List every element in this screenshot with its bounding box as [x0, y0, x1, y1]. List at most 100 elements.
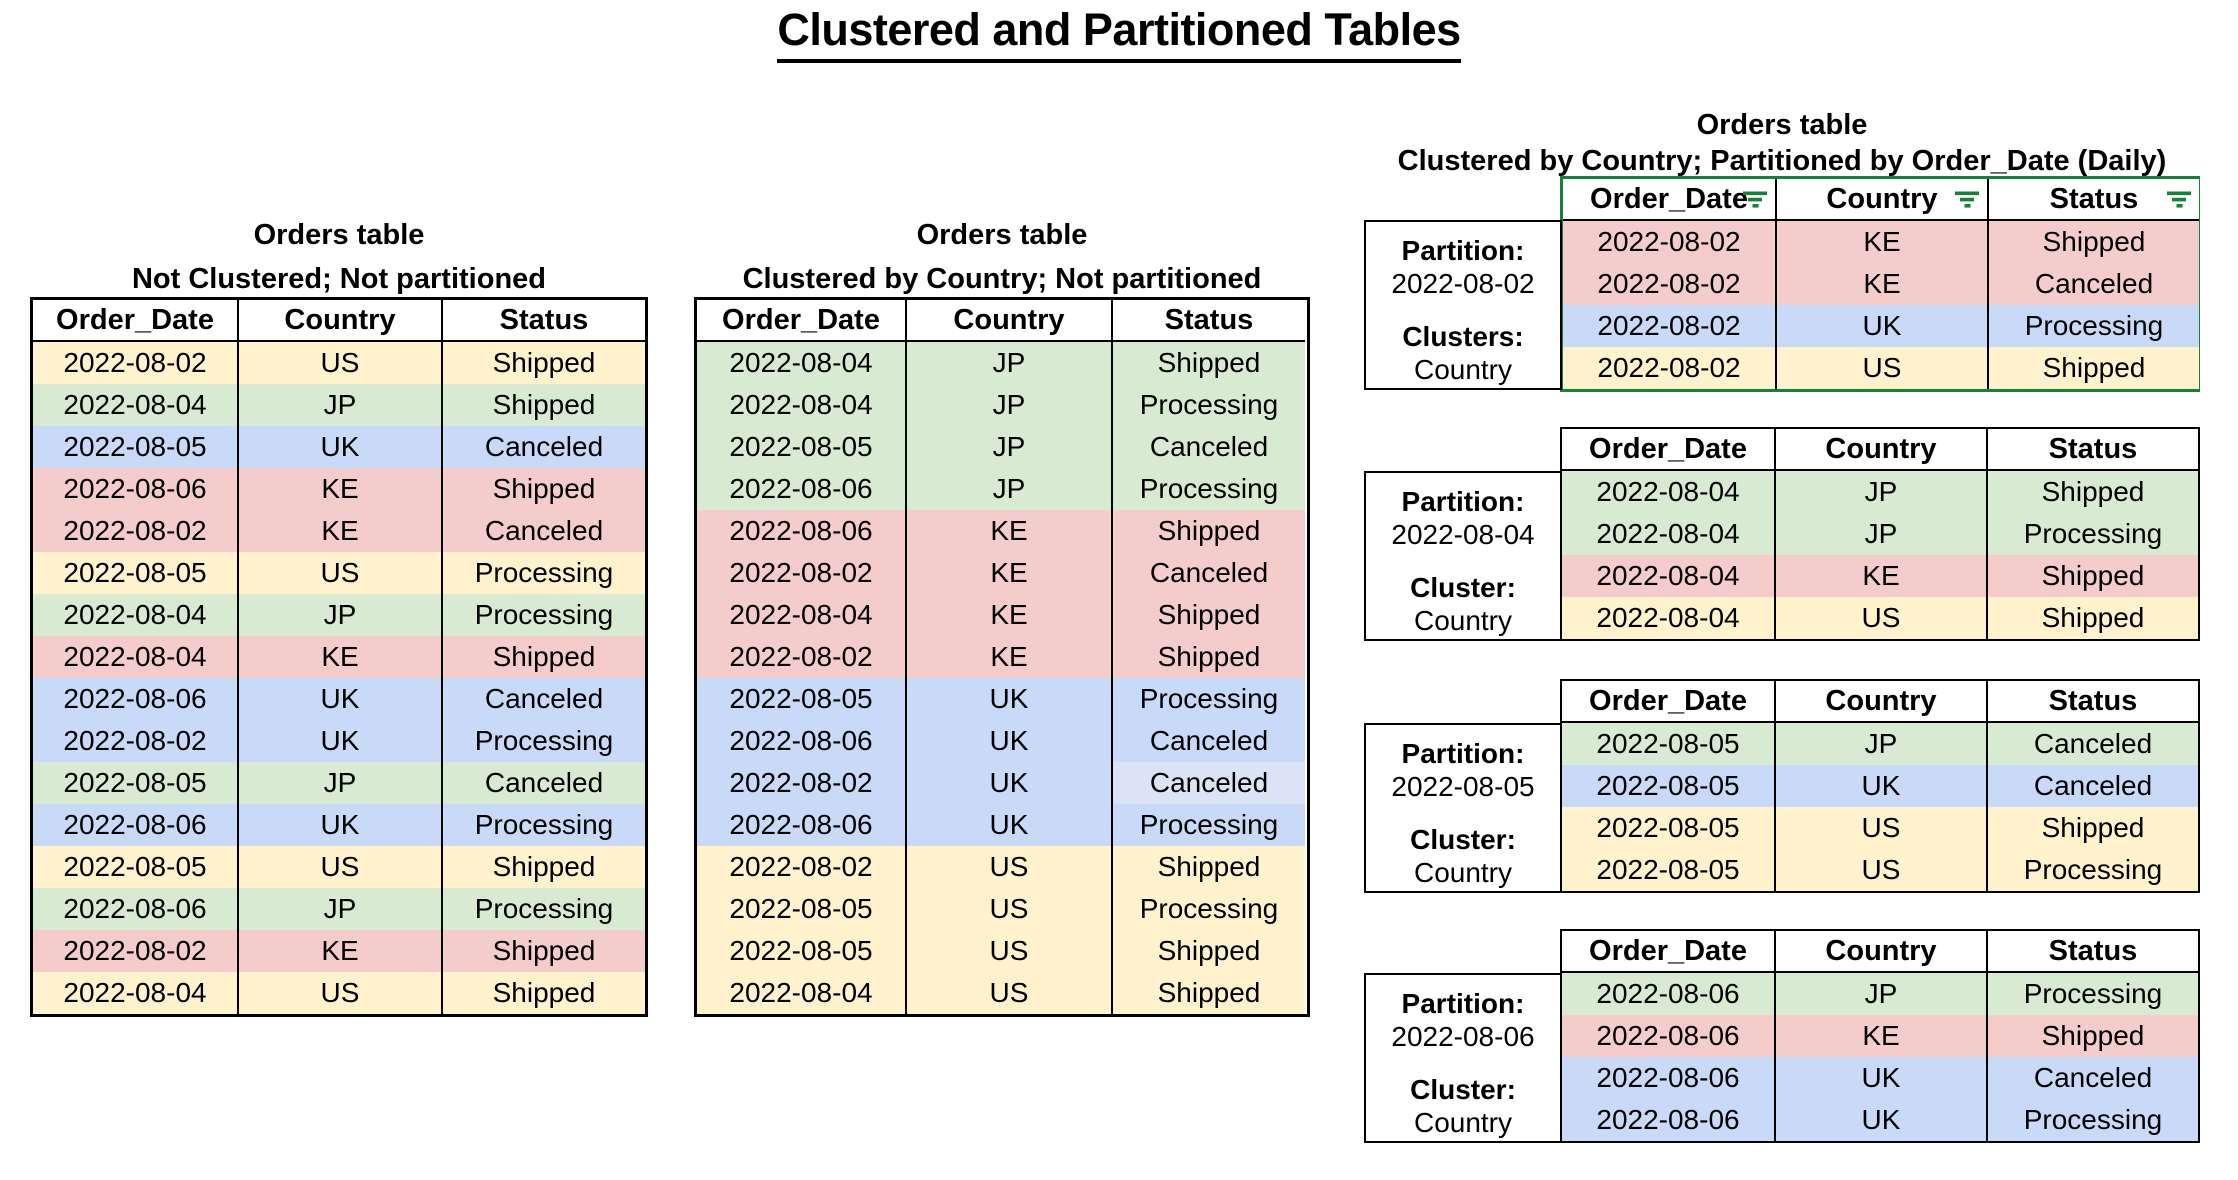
partition-table-2022-08-04: Partition: 2022-08-04 Cluster: Country Order…: [1364, 427, 2200, 641]
cell-status: Processing: [441, 888, 645, 930]
cell-order-date: 2022-08-04: [1562, 597, 1774, 639]
page-title-wrap: Clustered and Partitioned Tables: [0, 4, 2238, 63]
cell-status: Shipped: [441, 930, 645, 972]
col-header-status: Status: [1987, 179, 2199, 221]
col-header-label: Country: [1825, 934, 1937, 967]
col-header-country: Country: [1775, 179, 1987, 221]
col-header-label: Order_Date: [1589, 934, 1747, 967]
cell-status: Shipped: [1987, 347, 2199, 389]
cluster-label: Cluster:: [1410, 1074, 1516, 1105]
cell-country: US: [237, 972, 441, 1014]
cell-order-date: 2022-08-02: [1563, 305, 1775, 347]
partition-label-box: Partition: 2022-08-05 Cluster: Country: [1364, 723, 1562, 893]
cell-order-date: 2022-08-05: [697, 930, 905, 972]
cell-country: UK: [1774, 1099, 1986, 1141]
col-header-label: Status: [2048, 934, 2138, 967]
cell-order-date: 2022-08-06: [33, 804, 237, 846]
cell-country: KE: [237, 636, 441, 678]
cell-status: Processing: [441, 804, 645, 846]
cell-country: JP: [1774, 723, 1986, 765]
cell-order-date: 2022-08-06: [1562, 1099, 1774, 1141]
group-title: Orders table: [1696, 109, 1868, 141]
cell-order-date: 2022-08-02: [1563, 221, 1775, 263]
cell-order-date: 2022-08-02: [697, 846, 905, 888]
col-header-country: Country: [1774, 681, 1986, 723]
cell-country: KE: [1775, 221, 1987, 263]
partition-label-box: Partition: 2022-08-04 Cluster: Country: [1364, 471, 1562, 641]
partition-label-box: Partition: 2022-08-02 Clusters: Country: [1364, 220, 1562, 390]
cell-status: Shipped: [441, 846, 645, 888]
filter-icon[interactable]: [1952, 188, 1982, 210]
cell-order-date: 2022-08-06: [33, 888, 237, 930]
col-header-label: Status: [2049, 182, 2139, 215]
cell-order-date: 2022-08-02: [33, 720, 237, 762]
cell-country: US: [1775, 347, 1987, 389]
partition-label-group: Partition: 2022-08-02: [1366, 234, 1560, 300]
col-header-label: Country: [953, 303, 1065, 336]
cell-order-date: 2022-08-06: [33, 468, 237, 510]
cell-order-date: 2022-08-02: [33, 510, 237, 552]
cell-status: Processing: [1111, 678, 1305, 720]
col-header-order-date: Order_Date: [697, 300, 905, 342]
cluster-value: Country: [1413, 605, 1513, 636]
cell-order-date: 2022-08-05: [1562, 765, 1774, 807]
cell-status: Canceled: [1111, 720, 1305, 762]
orders-partition-grid: Order_Date Country Status 2022-08-05 JP Cance…: [1560, 679, 2200, 893]
table-group-unclustered: Orders table Not Clustered; Not partitio…: [30, 220, 648, 1017]
col-header-label: Order_Date: [1589, 684, 1747, 717]
partition-value: 2022-08-06: [1391, 1021, 1535, 1052]
cluster-label: Cluster:: [1410, 824, 1516, 855]
col-header-label: Order_Date: [1590, 182, 1748, 215]
col-header-status: Status: [1111, 300, 1305, 342]
cell-status: Shipped: [441, 384, 645, 426]
cell-country: KE: [1774, 1015, 1986, 1057]
orders-partition-grid: Order_Date Country Status 2022-08-02 KE Shipp…: [1560, 176, 2200, 392]
cell-order-date: 2022-08-05: [33, 552, 237, 594]
col-header-country: Country: [1774, 931, 1986, 973]
cell-country: US: [1774, 597, 1986, 639]
cell-country: JP: [1774, 513, 1986, 555]
cell-status: Processing: [1987, 305, 2199, 347]
cell-status: Canceled: [441, 762, 645, 804]
cell-country: US: [905, 888, 1111, 930]
cell-status: Shipped: [1111, 846, 1305, 888]
cell-order-date: 2022-08-02: [697, 552, 905, 594]
cell-order-date: 2022-08-04: [1562, 555, 1774, 597]
cell-country: US: [905, 846, 1111, 888]
col-header-order-date: Order_Date: [1562, 429, 1774, 471]
cell-country: JP: [905, 342, 1111, 384]
cell-order-date: 2022-08-04: [33, 594, 237, 636]
col-header-label: Country: [1825, 432, 1937, 465]
partition-label-group: Partition: 2022-08-05: [1366, 737, 1560, 803]
cell-order-date: 2022-08-05: [33, 426, 237, 468]
cell-order-date: 2022-08-04: [33, 636, 237, 678]
cell-status: Shipped: [1111, 510, 1305, 552]
cell-country: UK: [905, 762, 1111, 804]
cell-order-date: 2022-08-05: [697, 678, 905, 720]
partition-label: Partition:: [1401, 235, 1525, 266]
cell-country: KE: [1774, 555, 1986, 597]
cell-country: UK: [237, 678, 441, 720]
cell-order-date: 2022-08-04: [1562, 513, 1774, 555]
cell-country: JP: [237, 384, 441, 426]
cell-status: Canceled: [1111, 762, 1305, 804]
cell-order-date: 2022-08-05: [1562, 849, 1774, 891]
cell-status: Canceled: [1986, 723, 2198, 765]
cell-status: Shipped: [1986, 597, 2198, 639]
col-header-order-date: Order_Date: [1562, 931, 1774, 973]
group-title: Orders table: [916, 219, 1088, 251]
col-header-status: Status: [441, 300, 645, 342]
col-header-country: Country: [1774, 429, 1986, 471]
col-header-label: Order_Date: [56, 303, 214, 336]
cell-country: KE: [237, 930, 441, 972]
filter-icon[interactable]: [1740, 188, 1770, 210]
cell-status: Processing: [1986, 513, 2198, 555]
cell-status: Canceled: [1986, 1057, 2198, 1099]
cell-status: Canceled: [441, 678, 645, 720]
cell-country: UK: [905, 678, 1111, 720]
cell-status: Canceled: [441, 510, 645, 552]
filter-icon[interactable]: [2164, 188, 2194, 210]
group-subtitle: Not Clustered; Not partitioned: [131, 263, 547, 295]
cell-order-date: 2022-08-04: [697, 594, 905, 636]
cell-order-date: 2022-08-02: [697, 762, 905, 804]
